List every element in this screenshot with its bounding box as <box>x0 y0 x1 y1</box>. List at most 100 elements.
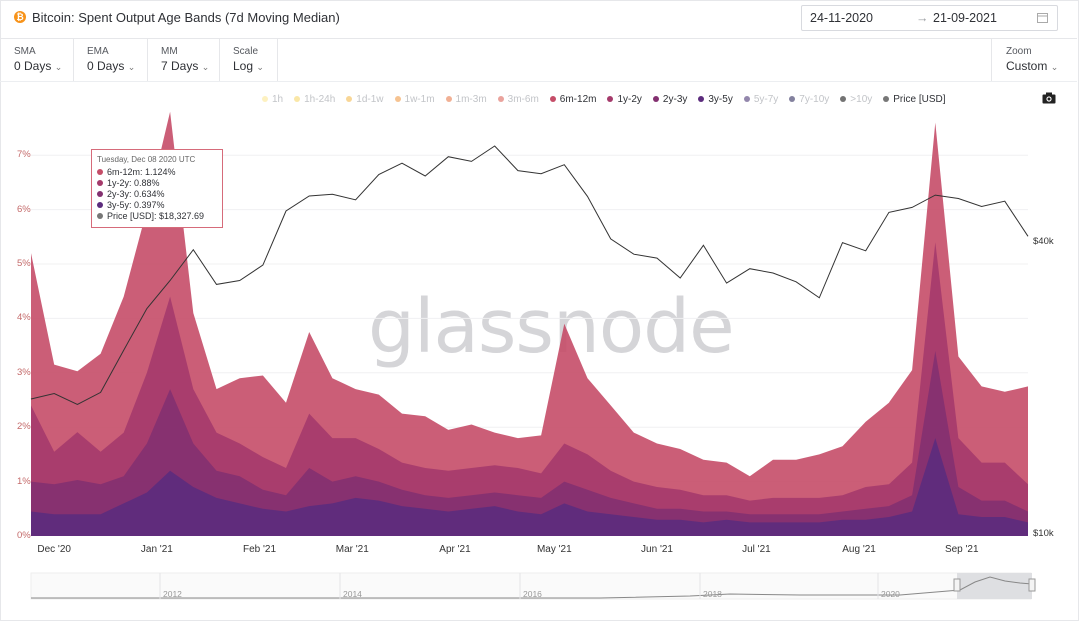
legend-item-6m-12m[interactable]: 6m-12m <box>549 93 597 105</box>
price-axis-label-10k: $10k <box>1033 528 1054 539</box>
y-tick-label: 4% <box>17 312 31 324</box>
navigator-handle-right[interactable] <box>1028 578 1036 592</box>
legend-label: 2y-3y <box>662 93 688 105</box>
navigator-track <box>30 572 1032 600</box>
chart-legend: 1h 1h-24h 1d-1w 1w-1m 1m-3m 3m-6m 6m-12m 1y-2y 2… <box>262 93 957 105</box>
chevron-down-icon: ⌄ <box>54 62 63 72</box>
y-tick-label: 6% <box>17 203 31 215</box>
legend-item-5y-7y[interactable]: 5y-7y <box>743 93 779 105</box>
legend-dot <box>789 96 796 102</box>
legend-label: 1y-2y <box>617 93 642 105</box>
navigator-handle-left[interactable] <box>953 578 961 592</box>
ema-select[interactable]: EMA 0 Days ⌄ <box>73 39 148 81</box>
area-band-3y-5y[interactable] <box>31 438 1028 536</box>
legend-item-1h-24h[interactable]: 1h-24h <box>294 94 335 105</box>
legend-label: 1h-24h <box>304 93 336 105</box>
sma-label: SMA <box>14 46 36 57</box>
scale-value[interactable]: Log ⌄ <box>233 59 264 73</box>
legend-item-7y-10y[interactable]: 7y-10y <box>789 94 829 105</box>
legend-dot <box>549 96 556 102</box>
watermark: glassnode <box>368 284 735 370</box>
legend-item-1y-2y[interactable]: 1y-2y <box>607 93 642 105</box>
navigator-year-label: 2020 <box>881 589 900 599</box>
date-to[interactable]: 21-09-2021 <box>933 11 997 25</box>
sma-select[interactable]: SMA 0 Days ⌄ <box>0 39 74 81</box>
legend-label: 1w-1m <box>404 93 435 105</box>
date-range-picker[interactable]: 24-11-2020 → 21-09-2021 <box>801 5 1058 31</box>
chevron-down-icon: ⌄ <box>256 62 264 72</box>
navigator-year-label: 2012 <box>163 589 182 599</box>
scale-select[interactable]: Scale Log ⌄ <box>219 39 278 81</box>
tooltip-dot <box>97 213 103 219</box>
tooltip-dot <box>97 169 103 175</box>
tooltip-date: Tuesday, Dec 08 2020 UTC <box>97 155 196 164</box>
tooltip-row: 3y-5y: 0.397% <box>97 200 165 210</box>
area-band-6m-12m[interactable] <box>31 111 1028 536</box>
legend-dot <box>262 96 268 102</box>
y-tick-label: 5% <box>17 258 31 269</box>
tooltip-row: 6m-12m: 1.124% <box>97 167 176 177</box>
legend-item-1h[interactable]: 1h <box>262 94 283 105</box>
tooltip-value: 6m-12m: 1.124% <box>107 167 176 177</box>
legend-dot <box>743 96 750 102</box>
ema-value[interactable]: 0 Days ⌄ <box>87 59 136 73</box>
legend-label: 1d-1w <box>356 93 384 105</box>
legend-item-3m-6m[interactable]: 3m-6m <box>497 93 539 105</box>
zoom-value[interactable]: Custom ⌄ <box>1006 59 1059 73</box>
price-line[interactable] <box>30 145 1029 405</box>
camera-icon[interactable] <box>1042 92 1056 104</box>
mm-value[interactable]: 7 Days ⌄ <box>161 59 210 73</box>
navigator-year-label: 2016 <box>523 589 542 599</box>
calendar-icon[interactable] <box>1037 12 1048 23</box>
price-axis-label-40k: $40k <box>1033 236 1054 247</box>
date-from[interactable]: 24-11-2020 <box>810 11 874 25</box>
legend-label: 5y-7y <box>753 93 779 105</box>
legend-item-1m-3m[interactable]: 1m-3m <box>445 94 487 105</box>
x-tick-label: Aug '21 <box>842 544 876 555</box>
legend-item-price-usd-[interactable]: Price [USD] <box>883 94 946 105</box>
legend-item-1w-1m[interactable]: 1w-1m <box>394 93 435 105</box>
x-tick-label: Jul '21 <box>742 544 771 555</box>
zoom-label: Zoom <box>1006 46 1032 57</box>
tooltip-dot <box>97 180 103 186</box>
tooltip-row: Price [USD]: $18,327.69 <box>97 211 204 221</box>
legend-label: 3m-6m <box>507 93 539 105</box>
legend-dot <box>698 96 705 102</box>
navigator-selection[interactable] <box>957 573 1032 599</box>
legend-item-2y-3y[interactable]: 2y-3y <box>652 93 688 105</box>
tooltip: Tuesday, Dec 08 2020 UTC 6m-12m: 1.124% 1… <box>91 149 223 228</box>
legend-dot <box>394 96 401 102</box>
legend-item-1d-1w[interactable]: 1d-1w <box>346 93 384 105</box>
legend-item-3y-5y[interactable]: 3y-5y <box>698 93 733 105</box>
legend-label: 1h <box>272 93 284 105</box>
chart-controls: SMA 0 Days ⌄ EMA 0 Days ⌄ MM 7 Days ⌄ Sc… <box>0 38 1077 82</box>
y-tick-label: 1% <box>17 475 31 487</box>
legend-item--10y[interactable]: >10y <box>840 94 872 105</box>
legend-label: 6m-12m <box>559 93 597 105</box>
chevron-down-icon: ⌄ <box>127 62 136 72</box>
tooltip-value: 2y-3y: 0.634% <box>107 189 165 199</box>
legend-dot <box>445 96 452 102</box>
sma-value[interactable]: 0 Days ⌄ <box>14 59 63 73</box>
navigator-year-label: 2018 <box>703 589 722 599</box>
arrow-right-icon: → <box>916 11 929 25</box>
tooltip-value: 3y-5y: 0.397% <box>107 200 165 210</box>
legend-label: 7y-10y <box>799 93 830 105</box>
y-tick-label: 7% <box>17 149 31 161</box>
legend-label: 3y-5y <box>708 93 733 105</box>
tooltip-value: 1y-2y: 0.88% <box>107 178 160 188</box>
x-tick-label: Dec '20 <box>37 544 71 555</box>
chevron-down-icon: ⌄ <box>201 62 210 72</box>
x-tick-label: Sep '21 <box>944 544 979 555</box>
ema-label: EMA <box>87 46 109 57</box>
tooltip-row: 2y-3y: 0.634% <box>97 189 165 199</box>
zoom-select[interactable]: Zoom Custom ⌄ <box>991 39 1078 81</box>
y-tick-label: 0% <box>17 530 31 541</box>
mm-label: MM <box>161 46 178 57</box>
tooltip-dot <box>97 191 103 197</box>
chart-title: Bitcoin: Spent Output Age Bands (7d Movi… <box>32 9 340 25</box>
y-tick-label: 3% <box>17 366 31 378</box>
mm-select[interactable]: MM 7 Days ⌄ <box>147 39 220 81</box>
